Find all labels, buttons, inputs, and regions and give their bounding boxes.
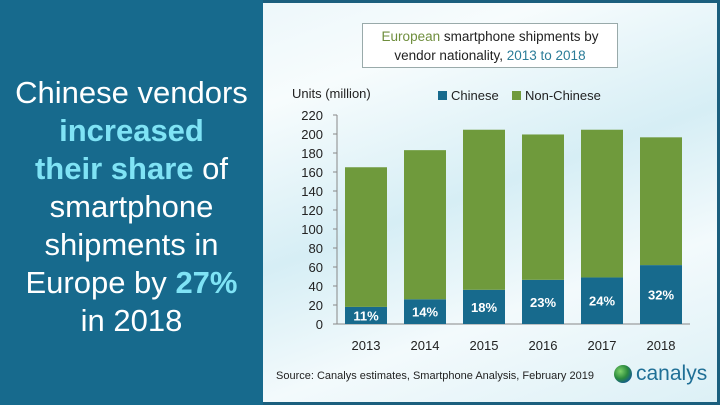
x-tick-label: 2018 — [647, 338, 676, 353]
bar-chinese — [581, 277, 623, 324]
bar-chinese — [463, 289, 505, 324]
data-label: 11% — [353, 308, 379, 323]
x-tick-label: 2013 — [352, 338, 381, 353]
headline: Chinese vendors increased their share of… — [15, 74, 248, 340]
y-tick-label: 20 — [309, 298, 323, 313]
headline-text: smartphone — [49, 188, 214, 224]
legend-label: Chinese — [451, 88, 499, 103]
legend-swatch — [512, 91, 521, 100]
title-text: 2013 to 2018 — [506, 48, 586, 63]
headline-text: of — [202, 150, 228, 186]
data-label: 18% — [471, 300, 497, 315]
x-tick-label: 2015 — [470, 338, 499, 353]
bar-non-chinese — [463, 129, 505, 290]
x-tick-label: 2014 — [411, 338, 440, 353]
headline-panel: Chinese vendors increased their share of… — [0, 0, 263, 405]
chart-title: European smartphone shipments by vendor … — [362, 23, 618, 68]
bar-chinese — [404, 299, 446, 324]
bar-non-chinese — [581, 129, 623, 278]
data-label: 24% — [589, 294, 615, 309]
y-tick-label: 100 — [301, 222, 323, 237]
y-tick-label: 220 — [301, 108, 323, 123]
headline-highlight: their share — [34, 150, 194, 186]
bar-non-chinese — [345, 167, 387, 307]
data-label: 32% — [648, 288, 674, 303]
y-tick-label: 80 — [309, 241, 323, 256]
title-text: vendor nationality, — [394, 48, 503, 63]
legend-label: Non-Chinese — [525, 88, 601, 103]
y-tick-label: 120 — [301, 203, 323, 218]
legend-swatch — [438, 91, 447, 100]
bar-non-chinese — [640, 137, 682, 266]
y-tick-label: 140 — [301, 184, 323, 199]
globe-icon — [614, 365, 632, 383]
headline-highlight: increased — [59, 112, 204, 148]
headline-highlight: 27% — [175, 264, 238, 300]
title-text: smartphone shipments by — [443, 29, 599, 44]
headline-text: Europe by — [25, 264, 167, 300]
canalys-logo: canalys — [614, 362, 707, 386]
bar-chinese — [640, 265, 682, 324]
y-tick-label: 200 — [301, 127, 323, 142]
bar-chinese — [345, 306, 387, 324]
y-tick-label: 0 — [316, 317, 323, 332]
x-tick-label: 2016 — [529, 338, 558, 353]
y-tick-label: 40 — [309, 279, 323, 294]
headline-text: in 2018 — [80, 302, 183, 338]
bar-non-chinese — [404, 150, 446, 300]
y-axis-label: Units (million) — [292, 86, 371, 101]
headline-text: shipments in — [44, 226, 219, 262]
x-tick-label: 2017 — [588, 338, 617, 353]
logo-text: canalys — [636, 362, 708, 385]
data-label: 14% — [412, 305, 438, 320]
y-tick-label: 180 — [301, 146, 323, 161]
y-tick-label: 60 — [309, 260, 323, 275]
bar-chinese — [522, 279, 564, 324]
headline-text: Chinese vendors — [15, 74, 248, 110]
y-tick-label: 160 — [301, 165, 323, 180]
data-label: 23% — [530, 295, 556, 310]
source-note: Source: Canalys estimates, Smartphone An… — [276, 370, 594, 382]
bar-non-chinese — [522, 134, 564, 280]
title-text: European — [381, 29, 441, 44]
